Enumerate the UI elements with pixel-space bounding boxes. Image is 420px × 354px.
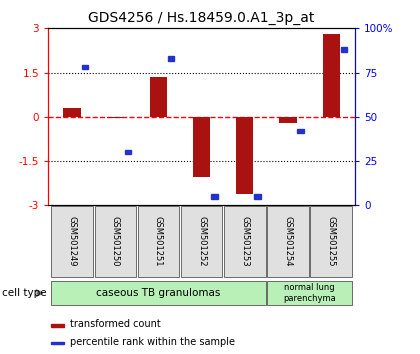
Title: GDS4256 / Hs.18459.0.A1_3p_at: GDS4256 / Hs.18459.0.A1_3p_at: [89, 11, 315, 24]
Bar: [63, 108, 81, 117]
Text: normal lung
parenchyma: normal lung parenchyma: [283, 283, 336, 303]
Bar: [279, 117, 297, 123]
Bar: [51, 206, 93, 277]
Bar: [267, 281, 352, 305]
Bar: [310, 206, 352, 277]
Bar: [193, 117, 210, 177]
Text: GSM501251: GSM501251: [154, 216, 163, 267]
Text: GSM501249: GSM501249: [68, 216, 76, 267]
Bar: [224, 206, 265, 277]
Bar: [51, 324, 64, 327]
Bar: [236, 117, 253, 194]
Text: GSM501252: GSM501252: [197, 216, 206, 267]
Text: GSM501254: GSM501254: [284, 216, 292, 267]
Bar: [138, 206, 179, 277]
Text: GSM501253: GSM501253: [240, 216, 249, 267]
Bar: [51, 281, 265, 305]
Bar: [181, 206, 222, 277]
Text: cell type: cell type: [2, 288, 47, 298]
Bar: [125, 150, 131, 154]
Bar: [107, 117, 124, 118]
Text: GSM501250: GSM501250: [111, 216, 120, 267]
Text: caseous TB granulomas: caseous TB granulomas: [96, 288, 221, 298]
Bar: [94, 206, 136, 277]
Bar: [254, 194, 261, 199]
Bar: [51, 342, 64, 344]
Text: percentile rank within the sample: percentile rank within the sample: [70, 337, 235, 347]
Bar: [267, 206, 309, 277]
Text: transformed count: transformed count: [70, 319, 160, 329]
Bar: [150, 77, 167, 117]
Bar: [168, 56, 174, 61]
Bar: [341, 47, 347, 52]
Text: GSM501255: GSM501255: [327, 216, 336, 267]
Bar: [323, 34, 340, 117]
Bar: [81, 65, 88, 69]
Bar: [211, 194, 218, 199]
Bar: [297, 129, 304, 133]
